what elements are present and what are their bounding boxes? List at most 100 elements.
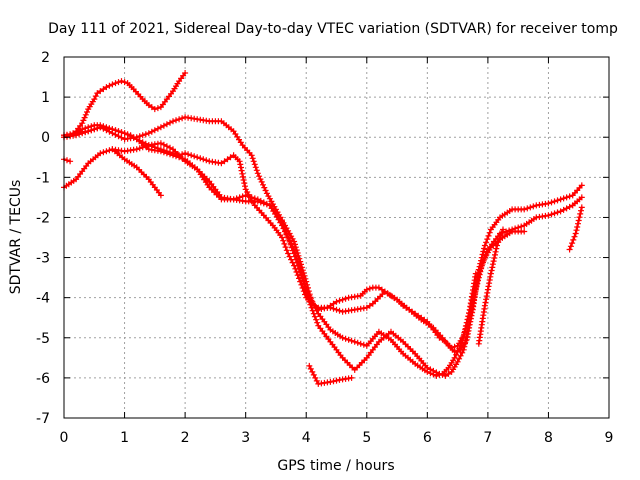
series-track-7 (61, 156, 74, 165)
data-point (283, 247, 290, 254)
data-point (106, 82, 113, 89)
data-point (486, 229, 493, 236)
data-point (227, 154, 234, 161)
data-point (524, 205, 531, 212)
data-point (415, 312, 422, 319)
data-point (82, 111, 89, 118)
data-point (94, 125, 101, 132)
data-point (163, 121, 170, 128)
data-point (100, 149, 107, 156)
data-point (97, 88, 104, 95)
data-point (342, 335, 349, 342)
data-point (173, 117, 179, 124)
data-point (563, 194, 570, 201)
data-point (472, 270, 479, 277)
data-point (577, 210, 584, 217)
data-point (521, 228, 528, 235)
data-point (308, 297, 315, 304)
data-point (313, 316, 320, 323)
data-point (280, 237, 287, 244)
data-point (448, 344, 455, 351)
data-point (170, 152, 176, 159)
data-point (480, 259, 486, 266)
data-point (79, 120, 86, 127)
data-point (403, 304, 410, 311)
data-point (239, 170, 246, 177)
data-point (254, 170, 261, 177)
data-point (381, 288, 388, 295)
data-point (494, 242, 500, 249)
data-point (84, 109, 90, 115)
data-point (203, 157, 210, 164)
data-point (97, 150, 104, 157)
data-point (512, 225, 519, 232)
y-tick-label: -7 (36, 411, 50, 427)
data-point (139, 132, 146, 139)
data-point (118, 129, 125, 136)
data-point (151, 127, 158, 134)
data-point (133, 146, 140, 153)
data-point (451, 343, 458, 350)
data-point (182, 150, 189, 157)
data-point (348, 337, 355, 344)
x-axis-label: GPS time / hours (277, 458, 394, 474)
data-point (298, 264, 305, 271)
data-point (279, 234, 285, 241)
data-point (462, 340, 468, 347)
data-point (296, 255, 303, 262)
data-point (257, 176, 264, 183)
data-point (348, 374, 355, 381)
data-point (462, 337, 469, 344)
data-point (253, 167, 260, 174)
data-point (241, 180, 248, 187)
data-point (506, 227, 513, 234)
data-point (487, 270, 494, 277)
data-point (493, 245, 500, 252)
x-tick-label: 5 (362, 430, 371, 446)
data-point (197, 155, 204, 162)
data-point (521, 206, 528, 213)
y-tick-labels: 2 1 0 -1 -2 -3 -4 -5 -6 -7 (36, 50, 50, 427)
data-point (336, 297, 343, 304)
data-point (233, 195, 240, 202)
data-point (306, 291, 313, 298)
data-point (575, 220, 581, 227)
data-point (307, 294, 314, 301)
data-point (480, 248, 487, 255)
data-point (112, 80, 119, 87)
data-point (252, 164, 259, 171)
data-point (578, 194, 585, 201)
data-point (236, 158, 243, 165)
data-point (566, 246, 573, 253)
data-point (302, 275, 309, 282)
data-point (262, 187, 269, 194)
series-line (62, 126, 583, 377)
data-point (339, 334, 346, 341)
data-point (483, 249, 490, 256)
data-point (551, 210, 558, 217)
data-point (167, 151, 173, 158)
data-point (176, 116, 183, 123)
data-point (248, 194, 255, 201)
data-point (527, 204, 534, 211)
data-point (230, 196, 237, 203)
data-point (462, 323, 469, 329)
series-track-9 (306, 362, 355, 387)
data-point (572, 230, 579, 237)
data-point (477, 268, 484, 275)
data-point (136, 133, 143, 140)
data-point (157, 192, 164, 199)
data-point (240, 177, 247, 183)
data-point (566, 193, 573, 200)
data-point (488, 267, 495, 274)
data-point (154, 105, 161, 112)
data-point (463, 319, 470, 326)
data-point (251, 195, 258, 202)
data-point (81, 114, 88, 121)
data-point (115, 79, 122, 86)
data-point (179, 115, 186, 122)
data-point (489, 261, 496, 268)
y-tick-label: 1 (41, 90, 50, 106)
data-point (218, 160, 225, 167)
data-point (188, 152, 195, 159)
